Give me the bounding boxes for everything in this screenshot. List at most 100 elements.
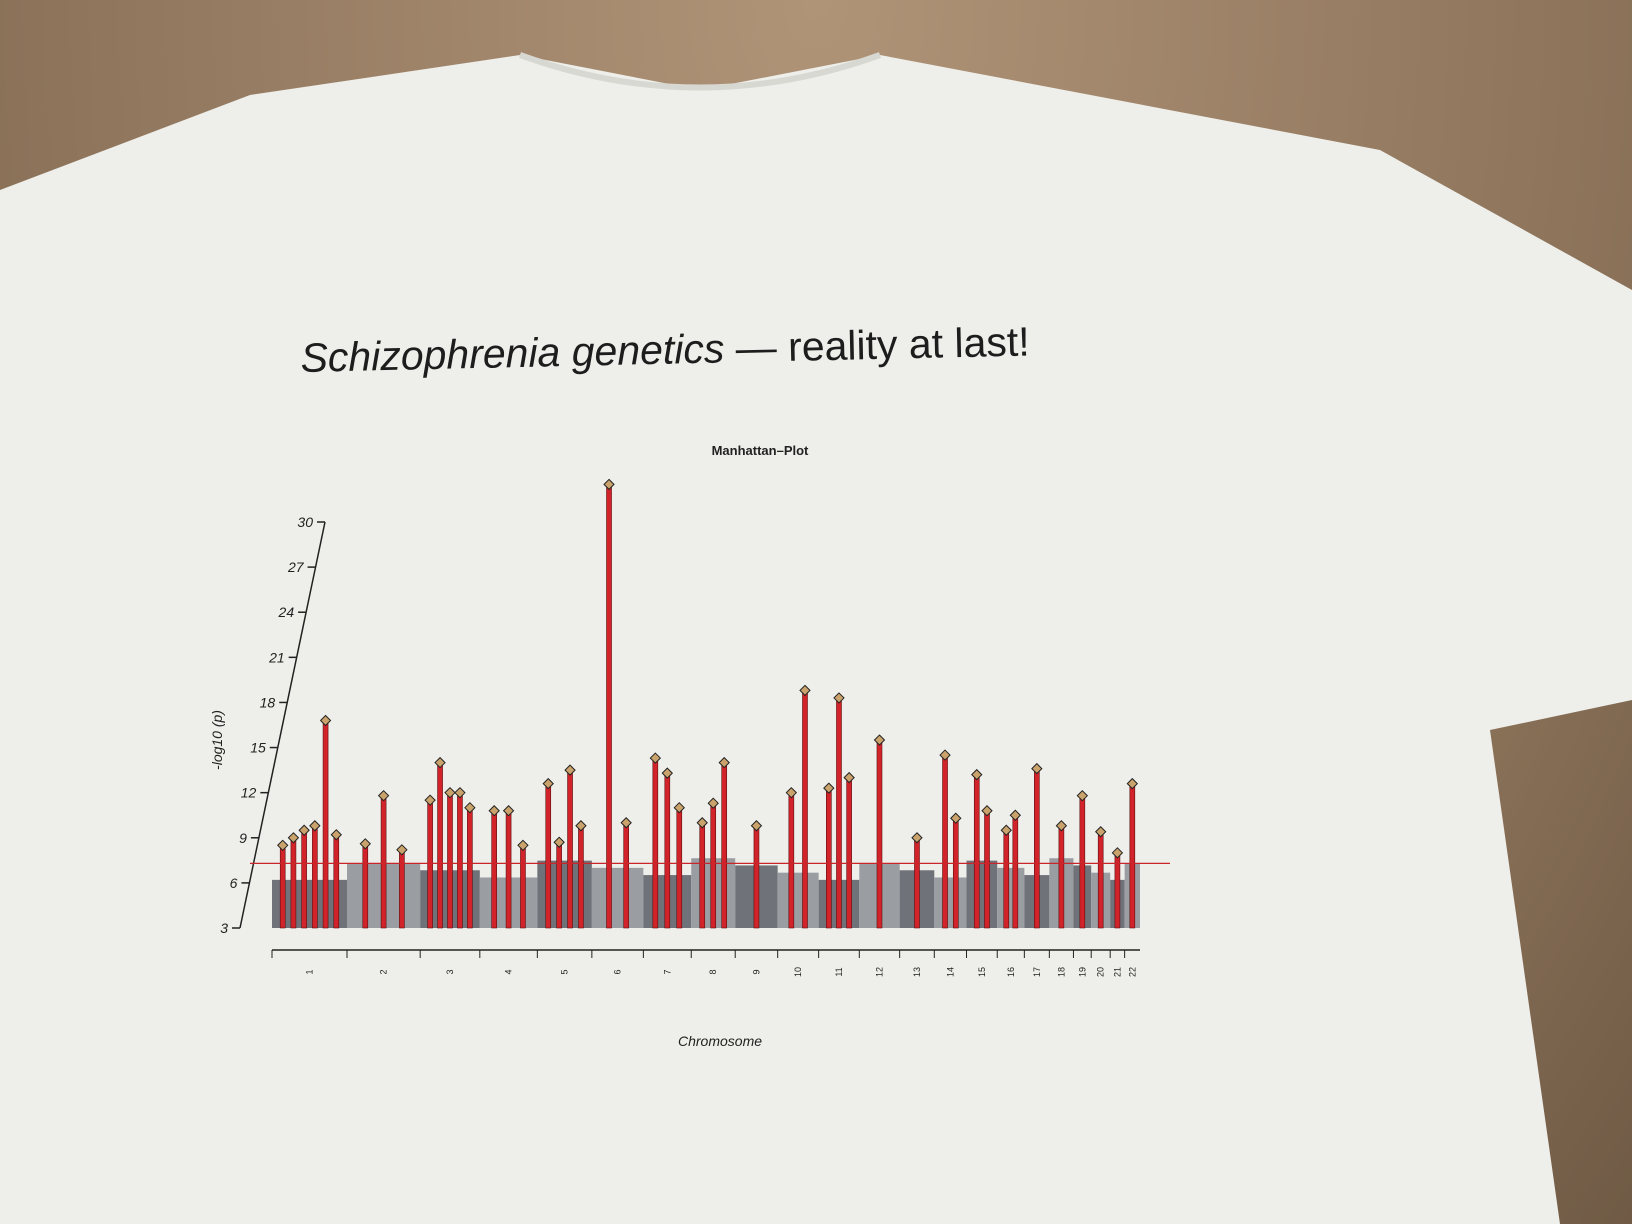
y-tick-label: 15	[250, 740, 266, 756]
hit-column	[788, 792, 795, 929]
lead-snp-marker	[833, 692, 845, 704]
lead-snp-marker	[785, 786, 798, 799]
x-tick-label: 4	[504, 969, 514, 974]
x-tick-label: 21	[1112, 967, 1122, 977]
lead-snp-marker	[464, 801, 476, 814]
hit-column	[312, 825, 318, 929]
hit-column	[664, 772, 671, 929]
lead-snp-marker	[620, 817, 632, 829]
lead-snp-marker	[1000, 824, 1012, 836]
lead-snp-marker	[575, 820, 587, 832]
hit-column	[942, 754, 948, 929]
x-tick-label: 11	[834, 967, 844, 976]
x-tick-label: 16	[1006, 967, 1016, 977]
chromosome-snp-band	[966, 860, 998, 928]
hit-column	[279, 844, 286, 929]
hit-column	[606, 484, 612, 929]
hit-column	[447, 792, 453, 929]
hit-column	[427, 799, 433, 929]
lead-snp-marker	[330, 829, 342, 841]
x-tick-label: 9	[751, 969, 761, 974]
x-tick-label: 17	[1032, 967, 1042, 977]
lead-snp-marker	[502, 805, 515, 817]
hit-column	[1058, 825, 1065, 929]
lead-snp-marker	[707, 797, 719, 809]
lead-snp-marker	[1009, 809, 1022, 821]
hit-column	[505, 810, 512, 929]
lead-snp-marker	[424, 794, 436, 806]
hit-column	[437, 762, 443, 929]
x-tick-label: 13	[912, 967, 922, 977]
chromosome-snp-band	[934, 877, 967, 928]
lead-snp-marker	[434, 756, 446, 769]
hit-column	[802, 690, 808, 929]
x-tick-label: 10	[793, 967, 803, 977]
x-tick-label: 1	[304, 969, 314, 974]
hit-column	[556, 841, 562, 929]
hit-column	[984, 810, 990, 929]
hit-column	[578, 825, 584, 929]
chromosome-snp-band	[777, 872, 819, 928]
significant-hits	[277, 478, 1139, 929]
x-tick-label: 20	[1096, 967, 1106, 977]
y-tick-label: 12	[241, 785, 257, 801]
x-tick-label: 12	[874, 967, 884, 977]
y-tick-label: 27	[287, 559, 305, 575]
hit-column	[362, 843, 369, 929]
lead-snp-marker	[1031, 762, 1043, 775]
y-tick-label: 9	[239, 830, 247, 846]
lead-snp-marker	[750, 820, 763, 832]
hit-column	[676, 807, 683, 929]
hit-column	[1079, 795, 1086, 929]
hit-column	[567, 769, 573, 929]
lead-snp-marker	[359, 838, 371, 850]
lead-snp-marker	[661, 767, 674, 779]
x-tick-label: 5	[560, 969, 570, 974]
hit-column	[836, 697, 842, 929]
y-tick-label: 18	[260, 694, 276, 710]
x-tick-label: 2	[379, 969, 389, 974]
y-tick-label: 24	[278, 604, 295, 620]
x-tick-label: 14	[945, 967, 955, 977]
y-axis: 3 6 9 12 15 18 21 24 27 30	[220, 514, 326, 936]
hit-column	[826, 787, 832, 929]
x-tick-label: 15	[977, 967, 987, 977]
x-axis: 1 2 3 4 5 6 7 8 9 10 11 12 13 14 15 16 17 18 19 20 21 22	[271, 949, 1140, 977]
lead-snp-marker	[298, 824, 310, 836]
x-axis-label: Chromosome	[678, 1033, 762, 1049]
lead-snp-marker	[319, 714, 332, 727]
hit-column	[753, 825, 760, 929]
lead-snp-marker	[454, 786, 466, 799]
hit-column	[290, 837, 297, 929]
chart-title: Manhattan–Plot	[712, 443, 809, 458]
lead-snp-marker	[517, 839, 529, 852]
lead-snp-marker	[939, 749, 951, 761]
lead-snp-marker	[1094, 826, 1107, 838]
hit-column	[467, 807, 473, 929]
lead-snp-marker	[377, 789, 390, 802]
hit-column	[699, 822, 706, 929]
lead-snp-marker	[843, 771, 855, 784]
chromosome-snp-band	[997, 867, 1025, 928]
x-tick-label: 22	[1127, 967, 1137, 977]
hit-column	[1034, 768, 1040, 929]
lead-snp-marker	[823, 782, 835, 794]
hit-column	[876, 739, 883, 929]
lead-snp-marker	[1076, 789, 1089, 802]
x-tick-label: 18	[1056, 967, 1066, 977]
lead-snp-marker	[950, 812, 962, 824]
lead-snp-marker	[673, 801, 685, 814]
y-axis-line	[239, 521, 326, 929]
x-tick-label: 7	[662, 969, 672, 974]
lead-snp-marker	[696, 817, 708, 829]
hit-column	[545, 783, 552, 929]
lead-snp-marker	[309, 820, 321, 832]
x-tick-label: 6	[613, 969, 623, 974]
lead-snp-marker	[971, 768, 983, 781]
x-tick-label: 3	[445, 969, 455, 974]
lead-snp-marker	[1055, 820, 1068, 832]
lead-snp-marker	[564, 764, 576, 776]
y-tick-label: 6	[230, 875, 238, 891]
